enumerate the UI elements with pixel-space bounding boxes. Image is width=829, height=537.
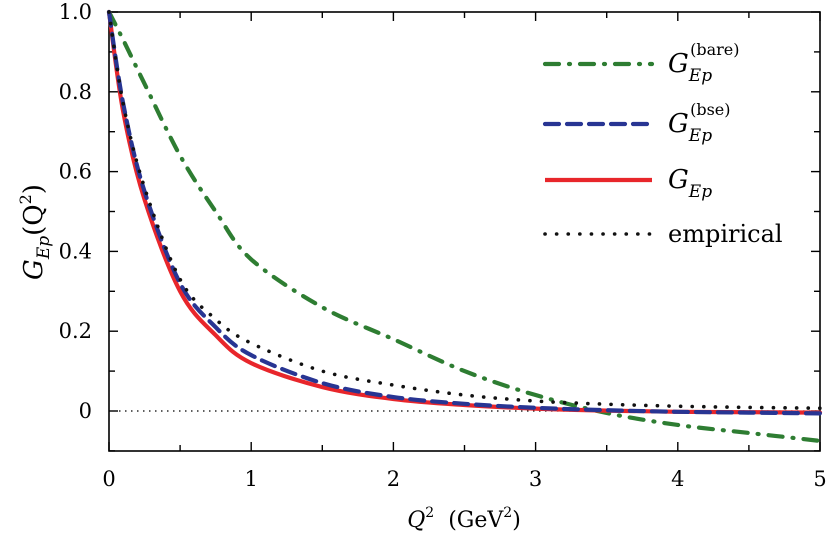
svg-text:GEp(Q2): GEp(Q2) xyxy=(16,184,54,280)
x-tick-label: 1 xyxy=(245,467,258,491)
x-tick-label: 2 xyxy=(387,467,400,491)
legend-label: empirical xyxy=(668,220,783,248)
x-tick-label: 5 xyxy=(813,467,826,491)
legend-label: GEp(bare) xyxy=(668,40,739,86)
y-tick-label: 0.2 xyxy=(59,319,92,343)
data-curves xyxy=(106,9,823,444)
curve-g-ep-bse- xyxy=(106,9,823,416)
y-tick-label: 0 xyxy=(79,399,92,423)
x-tick-label: 3 xyxy=(529,467,542,491)
curve-g-ep-bare- xyxy=(106,9,823,444)
legend: GEp(bare) GEp(bse) GEp empirical xyxy=(542,40,783,248)
y-axis-title: GEp(Q2) xyxy=(16,184,54,280)
axis-tick-labels: 0 1 2 3 4 5 0 0.2 0.4 0.6 0.8 1.0 xyxy=(59,0,827,491)
y-tick-label: 0.4 xyxy=(59,239,92,263)
legend-label: GEp(bse) xyxy=(668,100,730,146)
curve-empirical xyxy=(107,10,822,411)
axis-ticks xyxy=(108,11,821,452)
x-tick-label: 0 xyxy=(102,467,115,491)
legend-label: GEp xyxy=(668,165,712,202)
x-tick-label: 4 xyxy=(671,467,684,491)
curve-g-ep xyxy=(106,9,823,415)
y-tick-label: 1.0 xyxy=(59,0,92,24)
svg-text:Q2(GeV2): Q2 (GeV2) xyxy=(407,505,521,533)
y-tick-label: 0.6 xyxy=(59,160,92,184)
x-axis-title: Q2 (GeV2) xyxy=(407,505,521,533)
y-tick-label: 0.8 xyxy=(59,80,92,104)
